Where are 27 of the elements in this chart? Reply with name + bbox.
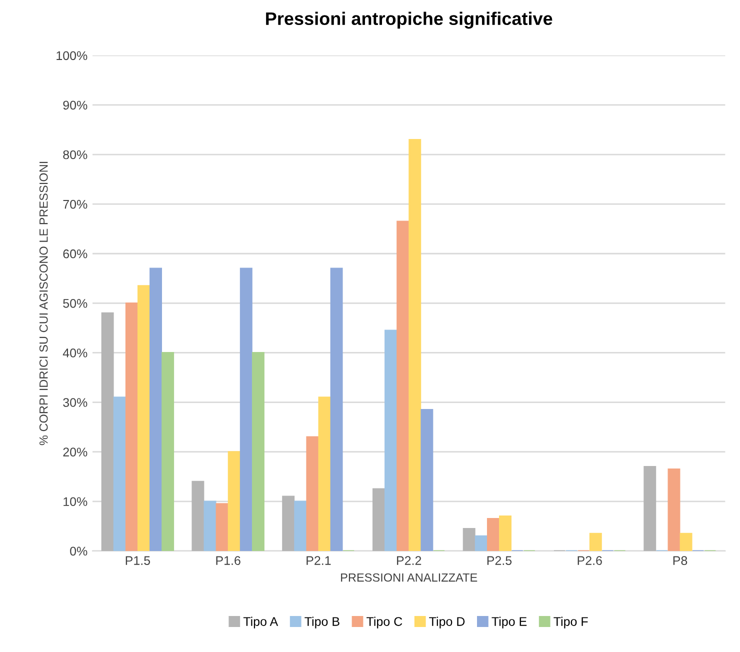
x-tick-label: P8 xyxy=(673,556,688,565)
y-tick-label: 50% xyxy=(63,298,88,308)
legend-label: Tipo E xyxy=(492,616,527,628)
legend-label: Tipo C xyxy=(366,616,402,628)
x-tick-label: P2.1 xyxy=(306,556,331,565)
legend-label: Tipo F xyxy=(554,616,588,628)
x-tick-label: P2.5 xyxy=(487,556,512,565)
x-tick-label: P2.6 xyxy=(578,556,602,565)
x-tick-label: P1.6 xyxy=(216,556,240,565)
y-tick-label: 40% xyxy=(62,348,88,358)
y-tick-label: 30% xyxy=(63,398,88,407)
y-tick-label: 70% xyxy=(63,200,88,209)
legend-label: Tipo A xyxy=(243,616,278,628)
chart-title: Pressioni antropiche significative xyxy=(266,12,552,29)
y-tick-label: 60% xyxy=(63,249,88,258)
y-tick-label: 90% xyxy=(63,100,88,110)
x-tick-label: P2.2 xyxy=(397,556,422,565)
y-tick-label: 0% xyxy=(70,546,88,556)
legend-label: Tipo B xyxy=(304,616,340,628)
x-tick-label: P1.5 xyxy=(126,556,150,565)
y-tick-label: 100% xyxy=(56,51,88,60)
legend-label: Tipo D xyxy=(429,616,465,628)
y-tick-label: 10% xyxy=(64,497,88,506)
y-axis-title: % CORPI IDRICI SU CUI AGISCONO LE PRESSIONI xyxy=(39,162,48,446)
x-axis-title: PRESSIONI ANALIZZATE xyxy=(341,573,478,582)
y-tick-label: 20% xyxy=(63,448,88,456)
y-tick-label: 80% xyxy=(63,150,88,160)
